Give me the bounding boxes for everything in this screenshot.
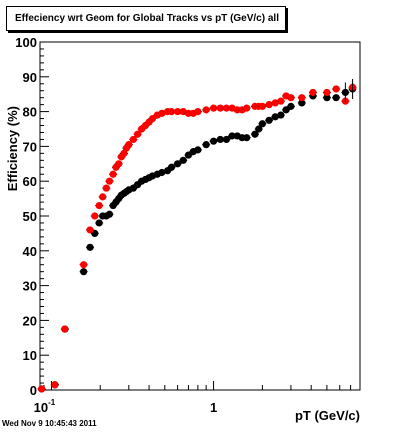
y-tick-label: 10 [23, 348, 37, 363]
data-point [287, 102, 295, 110]
y-tick-label: 40 [23, 244, 37, 259]
x-tick-label: 10-1 [34, 398, 56, 415]
data-point [255, 125, 263, 133]
data-point [216, 135, 224, 144]
data-point [209, 137, 218, 145]
data-point [265, 101, 273, 109]
data-point [134, 130, 142, 138]
data-point [298, 99, 306, 107]
series-red [37, 83, 357, 393]
data-point [323, 88, 331, 97]
y-tick-label: 0 [30, 383, 37, 398]
data-point [105, 177, 114, 185]
data-point [287, 94, 295, 102]
data-point [102, 184, 110, 192]
chart-axes: 0 10 20 30 40 50 60 70 80 90 100 10-1 1 [15, 35, 361, 415]
data-point [277, 97, 285, 105]
y-tick-label: 60 [23, 174, 37, 189]
x-tick-label: 1 [210, 400, 217, 415]
data-point [332, 85, 340, 93]
data-point [243, 134, 251, 142]
chart-marks [37, 78, 357, 393]
timestamp: Wed Nov 9 10:45:43 2011 [2, 419, 97, 428]
data-point [95, 219, 103, 227]
data-point [216, 104, 224, 112]
y-tick-label: 50 [23, 209, 37, 224]
data-point [91, 212, 99, 220]
data-point [105, 210, 114, 218]
y-tick-label: 90 [23, 70, 37, 85]
data-point [167, 163, 176, 171]
data-point [129, 135, 137, 144]
data-point [109, 170, 117, 178]
data-point [86, 226, 94, 234]
data-point [309, 88, 317, 97]
data-point [51, 381, 59, 389]
data-point [202, 106, 210, 114]
data-point [222, 135, 231, 144]
data-point [80, 261, 88, 269]
y-tick-label: 30 [23, 279, 37, 294]
data-point [167, 108, 176, 116]
data-point [258, 102, 266, 110]
data-point [125, 141, 133, 149]
data-point [202, 141, 210, 149]
x-axis-label: pT (GeV/c) [295, 408, 360, 423]
data-point [209, 104, 218, 112]
data-point [265, 116, 273, 124]
y-tick-label: 70 [23, 139, 37, 154]
y-tick-label: 100 [15, 35, 37, 50]
y-axis-label: Efficiency (%) [5, 106, 20, 191]
data-point [99, 193, 107, 201]
data-point [332, 94, 340, 102]
data-point [251, 130, 259, 138]
y-tick-label: 80 [23, 105, 37, 120]
data-point [95, 201, 103, 210]
y-tick-label: 20 [23, 313, 37, 328]
data-point [194, 108, 202, 116]
data-point [323, 94, 331, 102]
data-point [115, 160, 123, 168]
data-point [222, 104, 231, 112]
series-black [37, 85, 357, 393]
data-point [228, 132, 236, 140]
data-point [174, 160, 182, 168]
data-point [38, 385, 46, 393]
chart-title: Effeciency wrt Geom for Global Tracks vs… [6, 6, 286, 31]
data-point [174, 108, 182, 116]
data-point [80, 268, 88, 276]
data-point [277, 111, 285, 119]
data-point [194, 146, 202, 154]
data-point [243, 104, 251, 112]
data-point [258, 120, 266, 128]
data-point [61, 325, 69, 333]
data-point [179, 156, 187, 164]
data-point [298, 94, 306, 102]
data-point [86, 243, 94, 251]
